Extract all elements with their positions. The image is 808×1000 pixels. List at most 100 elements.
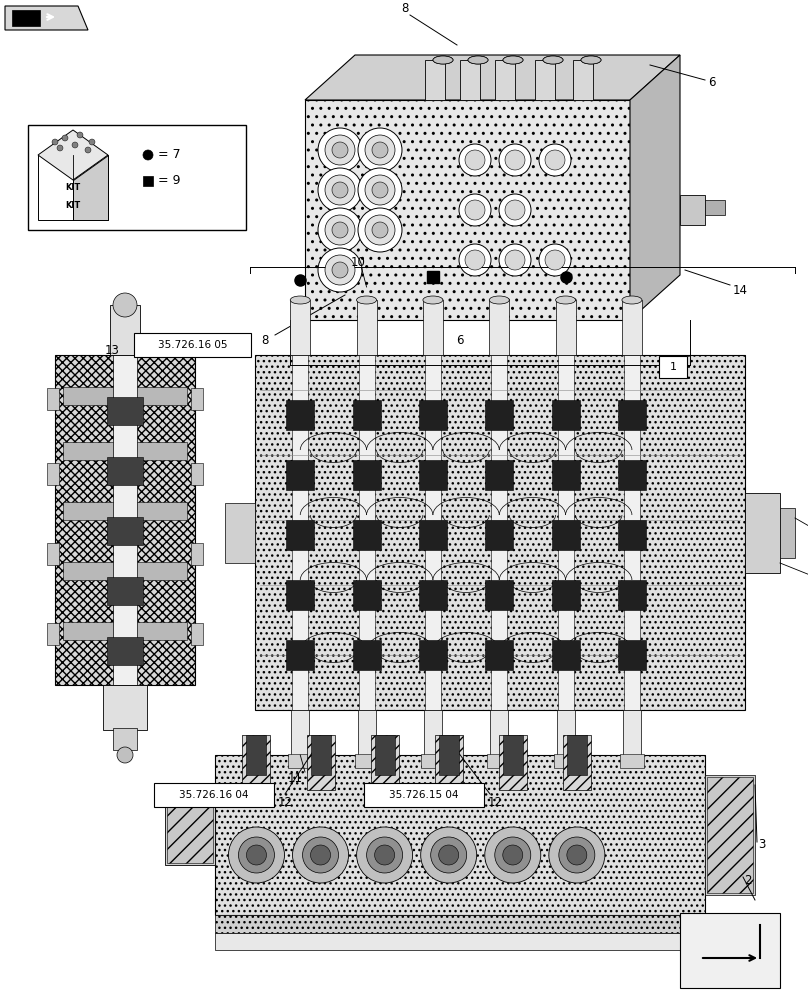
Bar [113,355,137,685]
Text: 12: 12 [277,796,292,808]
Bar [167,807,213,863]
Bar [191,463,203,485]
Circle shape [439,845,459,865]
Circle shape [358,208,402,252]
Circle shape [77,132,83,138]
Bar [552,400,579,430]
Circle shape [358,128,402,172]
Polygon shape [38,130,108,180]
Circle shape [85,147,91,153]
Ellipse shape [290,296,310,304]
Bar [352,580,381,610]
Bar [292,355,308,710]
Bar [255,355,745,710]
Circle shape [465,250,485,270]
Text: KIT: KIT [65,200,81,210]
Bar [618,520,646,550]
Circle shape [372,182,388,198]
Bar [110,305,140,355]
Bar [490,300,509,355]
Ellipse shape [468,56,488,64]
Circle shape [503,845,523,865]
Circle shape [539,144,571,176]
Polygon shape [5,6,88,30]
Bar [707,777,753,893]
Bar [486,580,513,610]
Circle shape [485,827,541,883]
Bar [310,735,330,775]
Bar [499,735,527,790]
Ellipse shape [423,296,443,304]
Circle shape [372,222,388,238]
Bar [553,754,578,768]
Bar [745,493,780,573]
Bar [63,387,187,405]
Ellipse shape [503,56,523,64]
Bar [486,400,513,430]
Bar [419,640,447,670]
Circle shape [358,168,402,212]
Circle shape [52,139,58,145]
Circle shape [332,222,348,238]
Ellipse shape [433,56,453,64]
Bar [286,400,314,430]
Bar [490,710,508,755]
Bar [618,640,646,670]
Circle shape [89,139,95,145]
Ellipse shape [468,56,488,64]
Bar [624,355,640,710]
Circle shape [310,845,330,865]
Bar [38,155,108,220]
Bar [143,176,153,186]
Circle shape [365,175,395,205]
Circle shape [365,135,395,165]
Bar [191,543,203,565]
Ellipse shape [543,56,563,64]
Polygon shape [305,55,680,100]
Bar [165,805,215,865]
Bar [215,933,705,950]
Bar [425,60,445,100]
Bar [495,60,515,100]
Bar [246,735,267,775]
Bar [503,735,523,775]
Circle shape [375,845,394,865]
Bar [225,503,255,563]
Bar [47,623,59,645]
Text: 35.726.16 04: 35.726.16 04 [179,790,249,800]
Ellipse shape [503,56,523,64]
Bar [460,60,480,100]
Bar [421,754,445,768]
Ellipse shape [581,56,601,64]
Bar [680,913,780,988]
Bar [359,355,375,710]
FancyBboxPatch shape [134,333,251,357]
Circle shape [499,194,531,226]
Bar [552,580,579,610]
Bar [705,775,755,895]
Circle shape [545,250,565,270]
Bar [290,300,310,355]
Text: 12: 12 [487,796,503,808]
Circle shape [318,128,362,172]
Bar [305,100,630,320]
Text: 13: 13 [104,344,120,357]
Circle shape [325,255,355,285]
Bar [419,520,447,550]
Circle shape [318,168,362,212]
Circle shape [505,250,525,270]
Bar [107,517,143,545]
Bar [103,685,147,730]
Bar [107,457,143,485]
FancyBboxPatch shape [364,783,484,807]
Bar [288,754,312,768]
Circle shape [57,145,63,151]
Circle shape [292,827,348,883]
Ellipse shape [433,56,453,64]
Text: 6: 6 [457,334,464,347]
Bar [419,580,447,610]
Circle shape [421,827,477,883]
Circle shape [505,150,525,170]
Polygon shape [630,55,680,320]
Circle shape [332,262,348,278]
